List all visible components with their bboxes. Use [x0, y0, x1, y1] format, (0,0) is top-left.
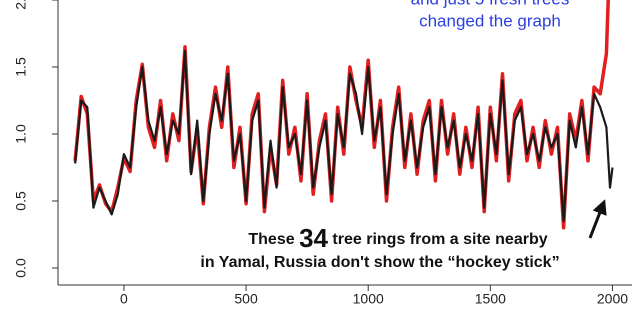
y-tick-label: 2.0: [13, 0, 29, 10]
annotation-part: tree rings from a site nearby: [328, 231, 548, 248]
annotation-number: 34: [299, 223, 328, 253]
y-tick-label: 1.0: [13, 124, 29, 144]
annotation: and just 5 fresh trees: [411, 0, 570, 8]
plot-area: [73, 0, 614, 230]
x-tick-label: 2000: [597, 291, 628, 307]
x-tick-label: 1000: [353, 291, 384, 307]
arrow: [588, 199, 607, 239]
annotation-part: These: [248, 231, 299, 248]
y-tick-label: 1.5: [13, 57, 29, 77]
annotation: in Yamal, Russia don't show the “hockey …: [200, 254, 559, 271]
annotation: changed the graph: [419, 11, 561, 30]
annotation: These 34 tree rings from a site nearby: [248, 223, 547, 253]
y-tick-label: 0.5: [13, 191, 29, 211]
x-tick-label: 0: [120, 291, 128, 307]
y-tick-label: 0.0: [13, 258, 29, 278]
series-line: [74, 49, 614, 223]
x-tick-label: 1500: [475, 291, 506, 307]
x-tick-label: 500: [234, 291, 258, 307]
series-line: [73, 0, 610, 230]
